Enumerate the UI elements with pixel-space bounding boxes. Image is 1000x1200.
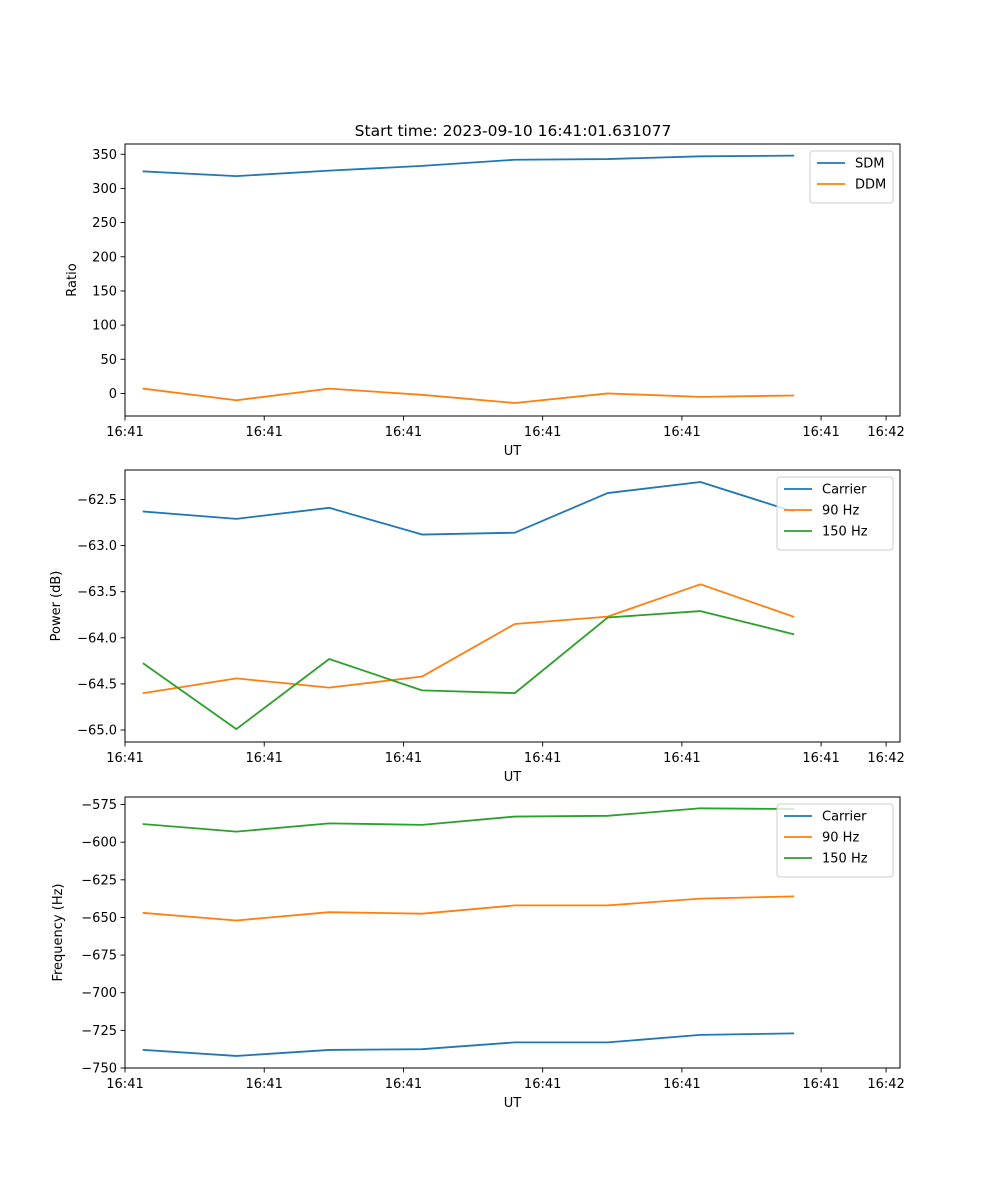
- x-tick-label: 16:41: [385, 425, 422, 440]
- y-tick-label: 150: [92, 284, 117, 299]
- x-tick-label: 16:41: [663, 425, 700, 440]
- y-axis-label: Power (dB): [49, 571, 64, 642]
- y-tick-label: −750: [81, 1062, 117, 1077]
- series-line-150-hz: [142, 610, 795, 730]
- series-line-carrier: [142, 1032, 795, 1057]
- series-line-ddm: [142, 387, 795, 404]
- x-tick-label: 16:41: [245, 425, 282, 440]
- x-tick-label: 16:41: [663, 1077, 700, 1092]
- y-tick-label: −600: [81, 836, 117, 851]
- y-tick-label: 200: [92, 250, 117, 265]
- y-tick-label: −62.5: [77, 493, 117, 508]
- x-tick-label: 16:41: [524, 1077, 561, 1092]
- y-tick-label: 350: [92, 148, 117, 163]
- y-tick-label: −63.0: [77, 539, 117, 554]
- x-axis-label: UT: [504, 444, 522, 459]
- y-tick-label: −725: [81, 1024, 117, 1039]
- y-tick-label: −63.5: [77, 585, 117, 600]
- series-line-sdm: [142, 154, 795, 178]
- y-axis-label: Ratio: [65, 263, 80, 296]
- x-tick-label: 16:42: [867, 751, 904, 766]
- series-line-150-hz: [142, 807, 795, 833]
- legend-label: 90 Hz: [822, 831, 859, 846]
- y-tick-label: 50: [100, 353, 117, 368]
- legend-label: Carrier: [822, 483, 867, 498]
- plot-frame: [124, 143, 901, 417]
- x-axis-label: UT: [504, 1096, 522, 1111]
- y-tick-label: −625: [81, 873, 117, 888]
- x-tick-label: 16:41: [385, 1077, 422, 1092]
- y-tick-label: −675: [81, 949, 117, 964]
- x-tick-label: 16:42: [867, 425, 904, 440]
- series-line-90-hz: [142, 583, 795, 695]
- legend-label: DDM: [855, 178, 886, 193]
- y-tick-label: −64.0: [77, 631, 117, 646]
- x-axis-label: UT: [504, 770, 522, 785]
- y-tick-label: −575: [81, 798, 117, 813]
- x-tick-label: 16:41: [802, 751, 839, 766]
- legend-label: Carrier: [822, 810, 867, 825]
- x-tick-label: 16:41: [524, 751, 561, 766]
- x-tick-label: 16:41: [524, 425, 561, 440]
- legend: Carrier 90 Hz 150 Hz: [776, 476, 894, 551]
- x-tick-label: 16:41: [385, 751, 422, 766]
- y-tick-label: 0: [109, 387, 117, 402]
- y-tick-label: 300: [92, 182, 117, 197]
- y-tick-label: −64.5: [77, 677, 117, 692]
- series-line-90-hz: [142, 895, 795, 922]
- y-tick-label: −650: [81, 911, 117, 926]
- x-tick-label: 16:41: [106, 425, 143, 440]
- legend-label: 150 Hz: [822, 852, 868, 867]
- plot-frame: [124, 796, 901, 1069]
- legend-label: 150 Hz: [822, 525, 868, 540]
- legend-box: [809, 150, 894, 204]
- x-tick-label: 16:41: [802, 425, 839, 440]
- y-tick-label: −700: [81, 986, 117, 1001]
- y-tick-label: 250: [92, 216, 117, 231]
- x-tick-label: 16:41: [245, 1077, 282, 1092]
- series-line-carrier: [142, 481, 795, 536]
- legend: Carrier 90 Hz 150 Hz: [776, 803, 894, 878]
- x-tick-label: 16:41: [245, 751, 282, 766]
- y-tick-label: 100: [92, 319, 117, 334]
- plot-frame: [124, 469, 901, 743]
- legend: SDM DDM: [809, 150, 894, 204]
- y-axis-label: Frequency (Hz): [51, 883, 66, 981]
- x-tick-label: 16:41: [106, 751, 143, 766]
- figure-title: Start time: 2023-09-10 16:41:01.631077: [355, 122, 672, 140]
- legend-label: 90 Hz: [822, 504, 859, 519]
- y-tick-label: −65.0: [77, 724, 117, 739]
- x-tick-label: 16:41: [663, 751, 700, 766]
- x-tick-label: 16:41: [106, 1077, 143, 1092]
- ratio-panel: 16:41 16:41 16:41 16:41 16:41 16:41 16:42 0 50 10…: [65, 143, 905, 459]
- x-tick-label: 16:41: [802, 1077, 839, 1092]
- frequency-panel: 16:41 16:41 16:41 16:41 16:41 16:41 16:42 −750 −…: [51, 796, 905, 1111]
- x-tick-label: 16:42: [867, 1077, 904, 1092]
- legend-label: SDM: [855, 157, 884, 172]
- power-panel: 16:41 16:41 16:41 16:41 16:41 16:41 16:42 −65.0…: [49, 469, 905, 785]
